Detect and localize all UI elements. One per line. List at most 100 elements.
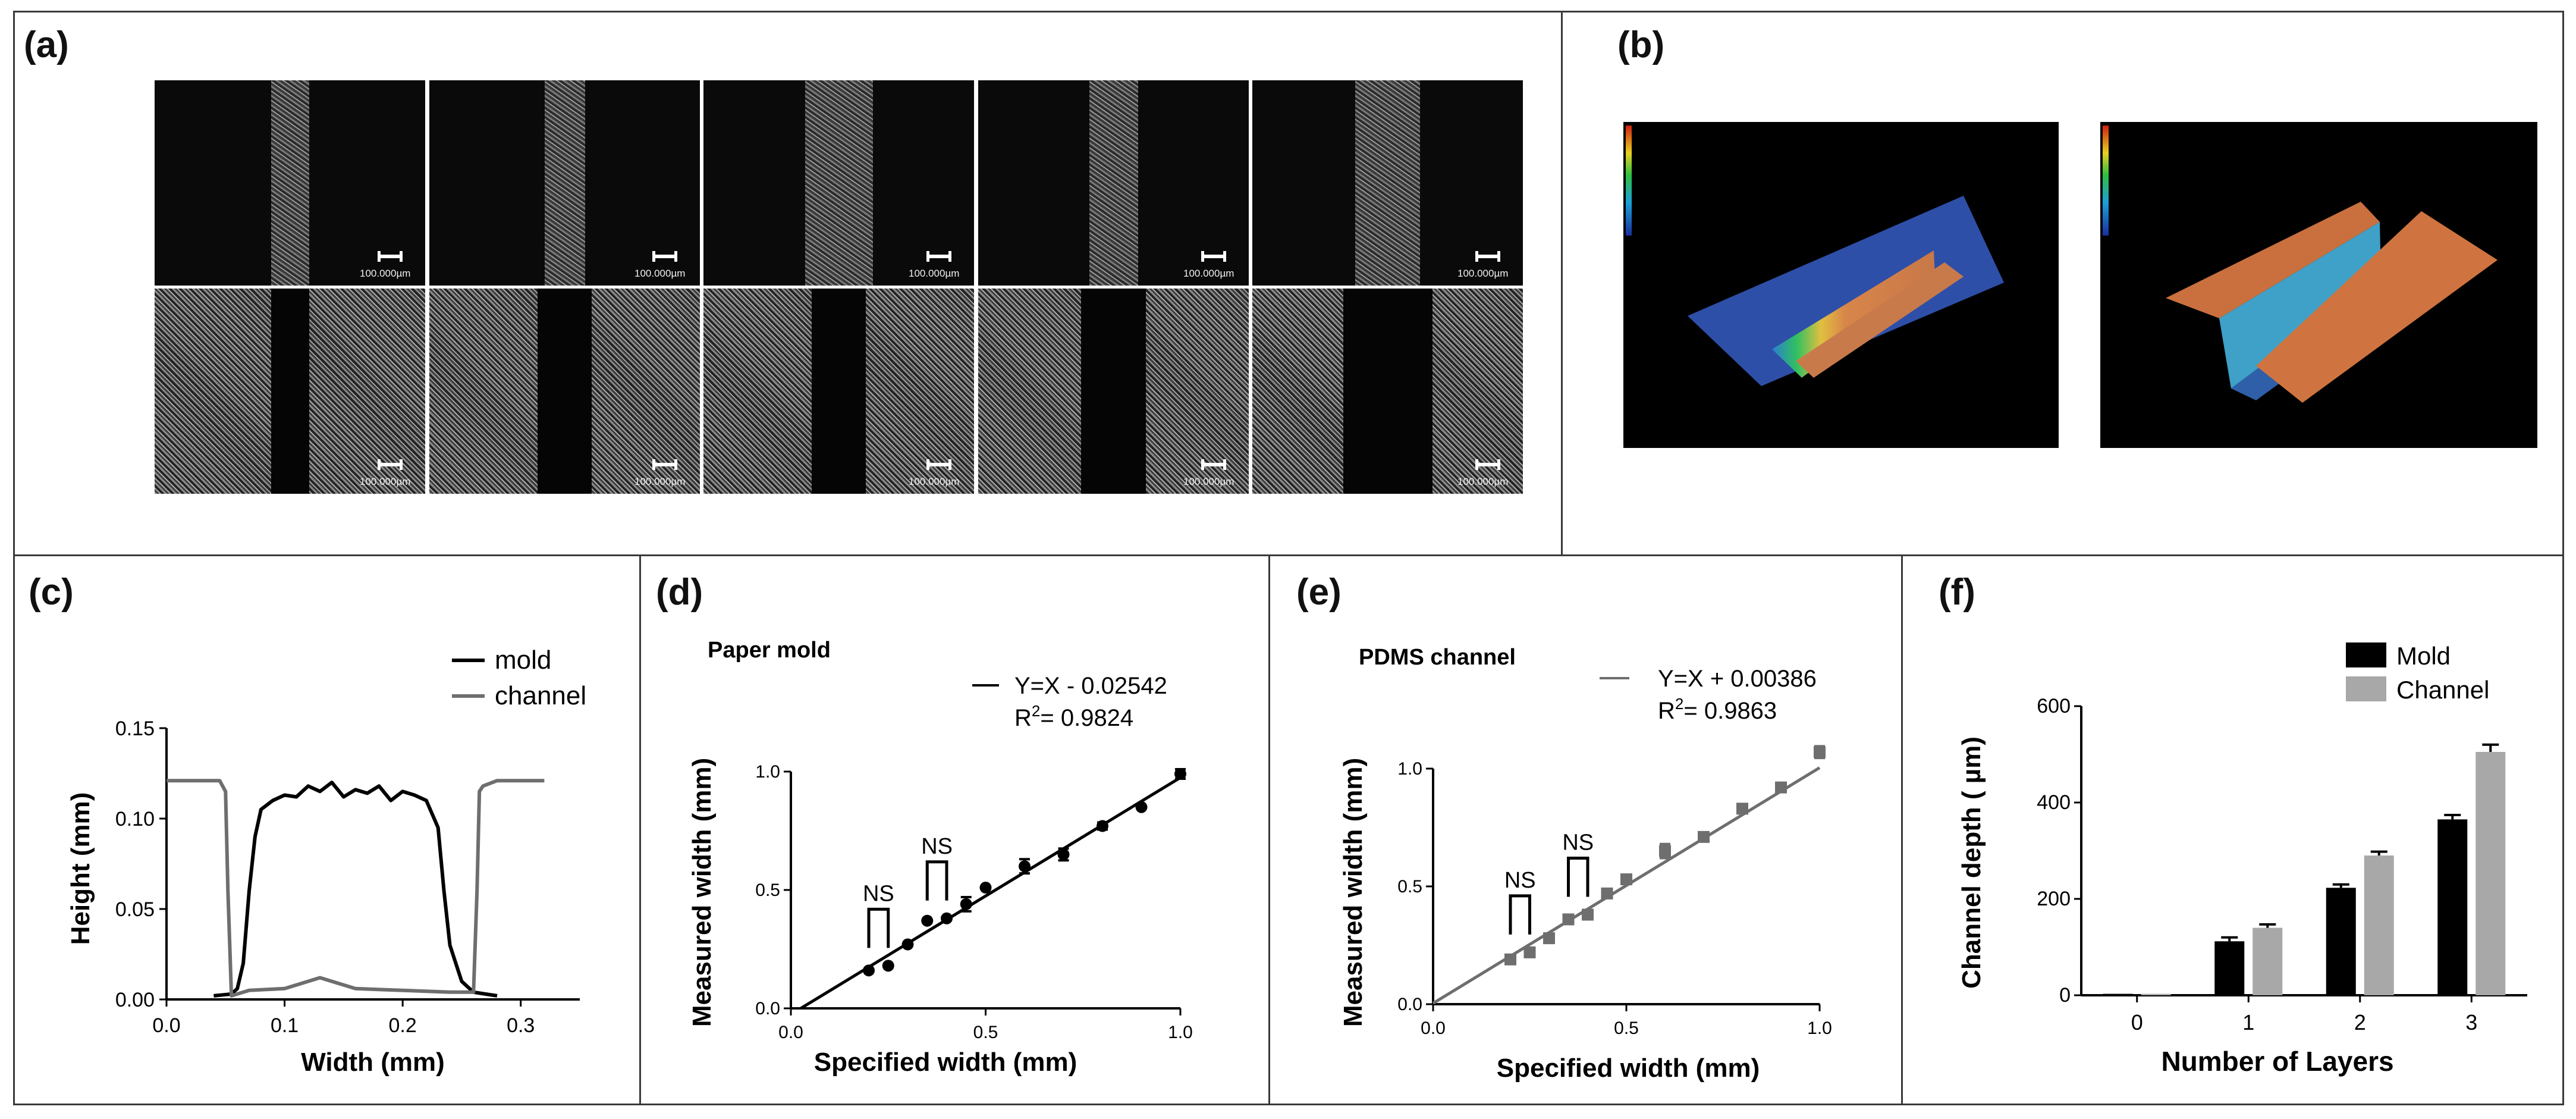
paper-strip xyxy=(1089,80,1138,286)
flat-surface xyxy=(1688,196,2004,386)
micrograph-channel-5: 100.000µm xyxy=(1252,289,1523,494)
x-tick-label: 0.1 xyxy=(271,1014,299,1037)
x-tick-label: 3 xyxy=(2465,1010,2477,1035)
micrograph-mold-2: 100.000µm xyxy=(429,80,700,286)
x-tick-label: 2 xyxy=(2354,1010,2366,1035)
data-point xyxy=(1504,953,1516,966)
scale-label: 100.000µm xyxy=(909,476,960,487)
chart-d-ylabel: Measured width (mm) xyxy=(687,758,717,1027)
x-tick-label: 0.0 xyxy=(1421,1018,1446,1038)
ns-label: NS xyxy=(1504,868,1536,893)
x-tick-label: 0.5 xyxy=(973,1023,998,1042)
micrograph-channel-2: 100.000µm xyxy=(429,289,700,494)
color-scale-bar xyxy=(2103,126,2109,236)
ridge-top xyxy=(1796,262,1964,378)
scale-label: 100.000µm xyxy=(909,268,960,279)
scale-bar xyxy=(1475,459,1500,470)
data-point xyxy=(921,914,934,927)
legend-channel-label: Channel xyxy=(2396,676,2489,704)
bar-mold xyxy=(2437,819,2468,995)
micrograph-channel-1: 100.000µm xyxy=(155,289,425,494)
channel-gap xyxy=(538,289,592,494)
micrograph-mold-3: 100.000µm xyxy=(703,80,974,286)
data-point xyxy=(1543,932,1555,945)
scale-bar xyxy=(1475,251,1500,262)
x-tick-label: 1.0 xyxy=(1807,1018,1832,1038)
data-point xyxy=(979,882,992,894)
surface-3d-view-channel xyxy=(2100,122,2537,448)
y-tick-label: 1.0 xyxy=(755,762,780,782)
data-point xyxy=(1097,820,1108,832)
ns-bracket xyxy=(1509,894,1531,935)
paper-strip xyxy=(545,80,585,286)
data-point xyxy=(1174,767,1186,780)
x-tick-label: 0.0 xyxy=(778,1023,803,1042)
right-plateau xyxy=(2256,211,2498,403)
y-tick-label: 1.0 xyxy=(1397,759,1422,779)
ridge-side xyxy=(1772,250,1935,378)
panel-label-d: (d) xyxy=(656,572,703,613)
y-tick-label: 0.0 xyxy=(755,999,780,1018)
chart-e: PDMS channel Y=X + 0.00386 R2= 0.9863 0.… xyxy=(1339,645,1832,1083)
data-point xyxy=(1698,830,1710,843)
divider-top-bottom xyxy=(13,554,2564,556)
data-point xyxy=(863,964,875,977)
scale-label: 100.000µm xyxy=(1183,476,1234,487)
legend-mold-swatch xyxy=(2346,642,2386,667)
data-point xyxy=(1775,781,1787,794)
scale-bar xyxy=(1201,459,1226,470)
data-point xyxy=(1057,848,1070,861)
x-tick-label: 0.3 xyxy=(507,1014,535,1037)
divider-cd xyxy=(639,554,641,1105)
ns-bracket xyxy=(1567,857,1589,897)
y-tick-label: 600 xyxy=(2037,695,2071,717)
micrograph-mold-4: 100.000µm xyxy=(978,80,1249,286)
y-tick-label: 0.10 xyxy=(115,808,155,830)
channel-wall xyxy=(2219,222,2381,388)
data-point xyxy=(1562,913,1575,926)
ns-bracket xyxy=(925,860,948,901)
panel-label-b: (b) xyxy=(1617,24,1665,65)
data-point xyxy=(960,898,972,910)
chart-e-r2: R2= 0.9863 xyxy=(1658,695,1777,724)
fit-line xyxy=(800,776,1182,1010)
y-tick-label: 200 xyxy=(2037,888,2071,910)
chart-e-title: PDMS channel xyxy=(1359,645,1516,670)
x-tick-label: 0.5 xyxy=(1614,1018,1639,1038)
paper-strip xyxy=(1355,80,1420,286)
ns-label: NS xyxy=(1562,830,1594,855)
y-tick-label: 0.05 xyxy=(115,898,155,921)
y-tick-label: 0.5 xyxy=(755,880,780,900)
scale-label: 100.000µm xyxy=(634,268,686,279)
color-scale-bar xyxy=(1626,126,1632,236)
chart-c-ylabel: Height (mm) xyxy=(66,792,95,945)
y-tick-label: 0.15 xyxy=(115,717,155,740)
divider-ab xyxy=(1561,11,1563,556)
x-tick-label: 0.2 xyxy=(389,1014,417,1037)
scale-bar xyxy=(926,251,951,262)
chart-f-ylabel: Channel depth ( µm) xyxy=(1957,736,1986,989)
panel-label-f: (f) xyxy=(1939,572,1975,613)
chart-f-xlabel: Number of Layers xyxy=(2161,1046,2393,1077)
bar-mold xyxy=(2214,941,2245,995)
surface-3d-mold-drawing xyxy=(1626,126,2004,386)
legend-mold-label: mold xyxy=(495,645,551,675)
scale-bar xyxy=(926,459,951,470)
micrograph-channel-3: 100.000µm xyxy=(703,289,974,494)
data-point xyxy=(1601,887,1613,899)
micrograph-mold-1: 100.000µm xyxy=(155,80,425,286)
chart-d: Paper mold Y=X - 0.02542 R2= 0.9824 0.0 0… xyxy=(687,638,1193,1077)
divider-ef xyxy=(1901,554,1903,1105)
chart-d-xlabel: Specified width (mm) xyxy=(814,1048,1077,1077)
data-point xyxy=(941,912,953,924)
ns-bracket xyxy=(867,907,890,948)
chart-c: 0.0 0.1 0.2 0.30.000.050.100.15 Width (mm) … xyxy=(66,645,586,1077)
y-tick-label: 400 xyxy=(2037,791,2071,814)
bar-channel xyxy=(2253,927,2283,995)
scale-bar xyxy=(378,251,403,262)
series-line-channel xyxy=(167,779,545,998)
surface-3d-channel-drawing xyxy=(2103,126,2498,403)
scale-label: 100.000µm xyxy=(360,476,411,487)
scale-bar xyxy=(652,459,677,470)
chart-f: Mold Channel 0 200 400 600 0 1 2 3 Number of La… xyxy=(1957,642,2527,1077)
